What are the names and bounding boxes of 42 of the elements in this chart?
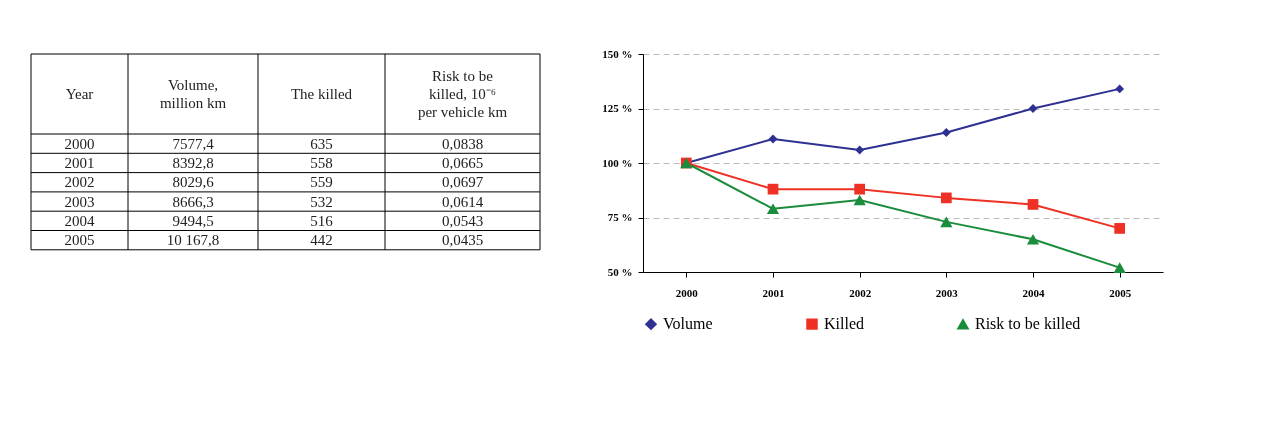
text: The killed — [290, 86, 353, 102]
y-tick-label: 125 % — [602, 102, 633, 114]
text: 0,0838 — [441, 135, 484, 152]
category-label: 2000 — [64, 135, 95, 152]
text: 532 — [310, 193, 333, 210]
text: 0,0665 — [441, 154, 484, 171]
category-label: 2002 — [64, 174, 95, 191]
text: Volume, million km — [159, 77, 227, 111]
text: 558 — [310, 154, 333, 171]
text: 559 — [310, 174, 333, 191]
y-tick-label: 150 % — [602, 47, 633, 60]
text: 516 — [310, 212, 334, 229]
text: 8666,3 — [172, 193, 214, 210]
text: 8392,8 — [172, 154, 214, 171]
text: 9494,5 — [172, 212, 214, 229]
text: 0,0435 — [441, 232, 484, 249]
text: Year — [65, 86, 94, 102]
category-label: 2003 — [64, 193, 95, 210]
category-label: 2001 — [64, 154, 95, 171]
x-tick-label: 2004 — [1022, 286, 1045, 299]
text: 7577,4 — [172, 135, 215, 152]
category-label: 2004 — [64, 212, 95, 229]
y-tick-label: 75 % — [607, 211, 633, 223]
text: 442 — [310, 232, 333, 249]
x-tick-label: 2005 — [1109, 286, 1132, 299]
x-tick-label: 2001 — [762, 286, 785, 299]
text: Risk to be killed, 10⁻⁶ per vehicle km — [417, 68, 508, 120]
text: 10 167,8 — [166, 232, 220, 249]
text: 635 — [310, 135, 333, 152]
text: 0,0697 — [441, 174, 484, 191]
x-tick-label: 2002 — [849, 286, 872, 299]
y-tick-label: 100 % — [602, 156, 633, 169]
x-tick-label: 2000 — [675, 286, 699, 299]
category-label: 2005 — [64, 232, 95, 249]
legend-label: Volume — [663, 315, 713, 333]
x-tick-label: 2003 — [935, 286, 959, 299]
text: 0,0543 — [441, 212, 484, 229]
legend-label: Killed — [824, 315, 864, 333]
text: 0,0614 — [441, 193, 484, 210]
legend-label: Risk to be killed — [975, 315, 1081, 333]
y-tick-label: 50 % — [607, 265, 633, 278]
text: 8029,6 — [172, 174, 215, 191]
